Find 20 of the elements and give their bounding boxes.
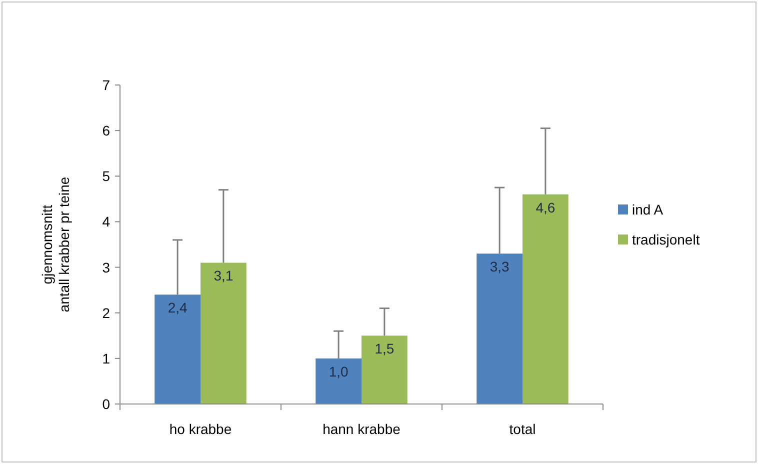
y-tick-label: 7 [102,77,110,93]
data-label: 1,5 [374,340,394,357]
x-tick-label: ho krabbe [169,421,232,437]
x-tick-label: hann krabbe [322,421,401,437]
y-tick-label: 0 [102,396,110,412]
data-label: 1,0 [328,363,348,380]
data-label: 3,1 [214,268,234,284]
x-tick-label: total [509,421,536,437]
y-tick-label: 4 [102,214,110,230]
legend-label: ind A [632,202,664,218]
y-tick-label: 5 [102,168,110,184]
y-tick-label: 2 [102,304,110,321]
y-tick-label: 6 [102,122,110,139]
y-tick-label: 1 [102,350,110,366]
data-label: 3,3 [490,258,510,275]
data-label: 2,4 [168,300,188,316]
data-label: 4,6 [536,199,556,216]
y-tick-label: 3 [102,259,110,276]
legend-label: tradisjonelt [632,232,700,248]
y-axis-title: gjennomsnitt antall krabber pr teine [39,176,72,312]
